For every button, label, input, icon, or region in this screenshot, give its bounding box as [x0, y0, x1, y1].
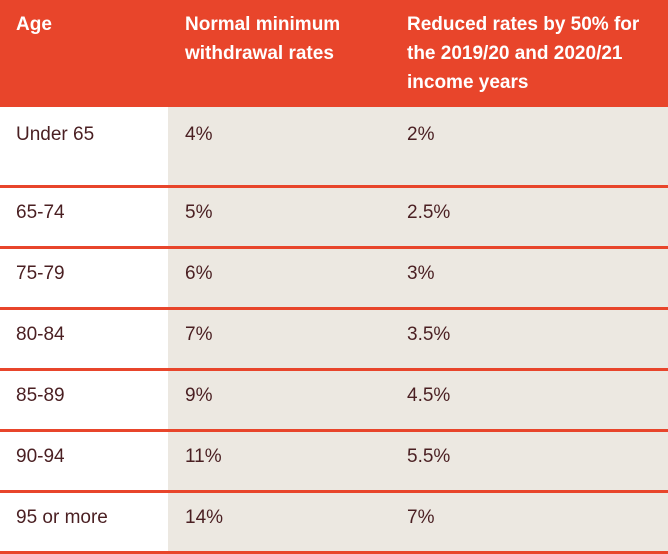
- cell-normal-rate: 4%: [168, 107, 390, 188]
- cell-reduced-rate: 7%: [390, 491, 668, 554]
- table-row: 80-84 7% 3.5%: [0, 308, 668, 371]
- cell-age: 85-89: [0, 369, 168, 432]
- header-normal-rates: Normal minimum withdrawal rates: [168, 0, 390, 107]
- cell-age: 65-74: [0, 186, 168, 249]
- cell-reduced-rate: 5.5%: [390, 430, 668, 493]
- table-row: 65-74 5% 2.5%: [0, 186, 668, 249]
- cell-age: 95 or more: [0, 491, 168, 554]
- header-age: Age: [0, 0, 168, 107]
- cell-normal-rate: 9%: [168, 369, 390, 432]
- cell-reduced-rate: 2.5%: [390, 186, 668, 249]
- header-reduced-rates: Reduced rates by 50% for the 2019/20 and…: [390, 0, 668, 107]
- cell-normal-rate: 6%: [168, 247, 390, 310]
- cell-reduced-rate: 2%: [390, 107, 668, 188]
- table-row: 95 or more 14% 7%: [0, 491, 668, 554]
- cell-normal-rate: 11%: [168, 430, 390, 493]
- cell-age: 75-79: [0, 247, 168, 310]
- table-row: Under 65 4% 2%: [0, 107, 668, 188]
- cell-normal-rate: 5%: [168, 186, 390, 249]
- cell-reduced-rate: 4.5%: [390, 369, 668, 432]
- table-header-row: Age Normal minimum withdrawal rates Redu…: [0, 0, 668, 107]
- cell-normal-rate: 7%: [168, 308, 390, 371]
- table-row: 90-94 11% 5.5%: [0, 430, 668, 493]
- table-row: 85-89 9% 4.5%: [0, 369, 668, 432]
- cell-age: Under 65: [0, 107, 168, 188]
- cell-normal-rate: 14%: [168, 491, 390, 554]
- cell-reduced-rate: 3.5%: [390, 308, 668, 371]
- cell-age: 90-94: [0, 430, 168, 493]
- cell-reduced-rate: 3%: [390, 247, 668, 310]
- table-row: 75-79 6% 3%: [0, 247, 668, 310]
- cell-age: 80-84: [0, 308, 168, 371]
